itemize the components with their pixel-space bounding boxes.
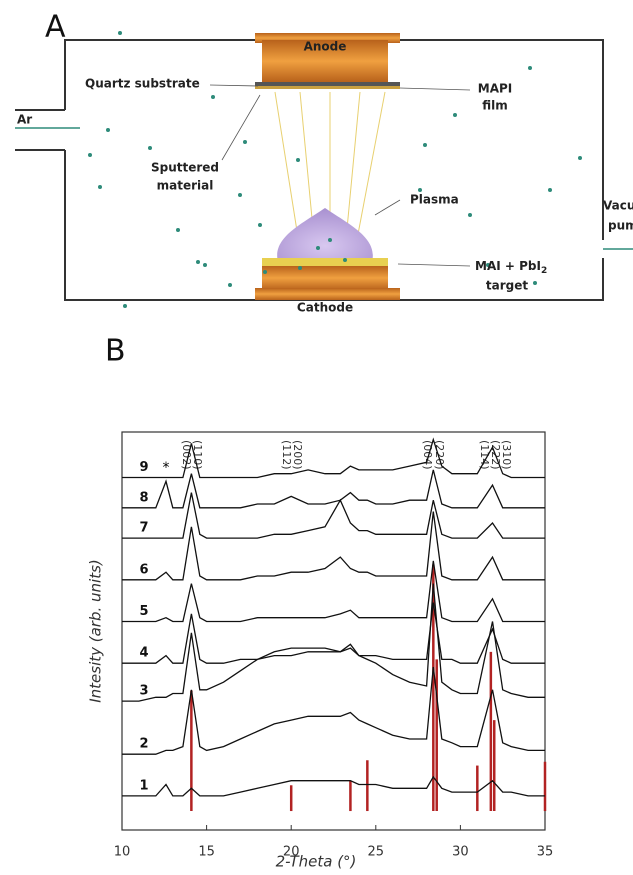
panel-label: A — [45, 10, 66, 45]
plot-frame — [121, 431, 546, 831]
target-label: target — [486, 279, 528, 293]
series-name: 7 — [139, 521, 148, 536]
trace — [122, 437, 545, 479]
sputtered-label: material — [157, 179, 214, 193]
x-tick-label: 30 — [452, 845, 469, 860]
film-label: MAPI — [478, 82, 513, 96]
panel-a: A Anode Cathode Quartz substrate MAPI fi… — [15, 10, 633, 315]
gas-label: Ar — [17, 113, 32, 127]
x-tick-label: 20 — [283, 845, 300, 860]
peak-label: (112) — [280, 440, 293, 470]
anode — [262, 40, 388, 82]
film-label: film — [482, 99, 508, 113]
trace — [122, 469, 545, 509]
gas-line — [15, 127, 633, 250]
peak-labels: (002) (110) (112) (200) (004) (220) (114… — [180, 440, 513, 470]
anode-plate — [255, 33, 400, 43]
x-tick-label: 25 — [368, 845, 385, 860]
cathode-plate — [255, 288, 400, 300]
pump-label: Vacuum — [603, 199, 633, 213]
series-name: 2 — [139, 737, 148, 752]
series-name: 5 — [139, 604, 148, 619]
subscript: 2 — [541, 266, 547, 276]
panel-label: B — [105, 334, 126, 369]
cathode-label: Cathode — [297, 301, 353, 315]
series-name: 8 — [139, 490, 148, 505]
plasma — [277, 208, 373, 262]
leaders — [209, 84, 471, 267]
target-label: MAI + PbI2 — [475, 259, 547, 276]
trace — [122, 492, 545, 539]
y-axis-label: Intesity (arb. units) — [87, 559, 105, 703]
cathode — [262, 266, 388, 290]
particles — [88, 31, 582, 308]
marker-label: * — [163, 460, 170, 476]
series-name: 6 — [139, 562, 148, 577]
substrate — [255, 82, 400, 86]
target-text: MAI + PbI — [475, 259, 541, 273]
quartz-label: Quartz substrate — [85, 77, 200, 91]
series-name: 9 — [139, 460, 148, 475]
peak-label: (114) — [478, 440, 491, 470]
trace — [122, 583, 545, 702]
trace — [122, 560, 545, 623]
trace — [122, 775, 545, 797]
peak-label: (310) — [500, 440, 513, 470]
trace — [122, 602, 545, 664]
sputtered-label: Sputtered — [151, 161, 219, 175]
peak-label: (200) — [291, 440, 304, 470]
trace — [122, 666, 545, 755]
plasma-label: Plasma — [410, 193, 459, 207]
trace — [122, 511, 545, 581]
x-tick-label: 35 — [537, 845, 554, 860]
x-tick-label: 10 — [114, 845, 131, 860]
peak-label: (110) — [191, 440, 204, 470]
series-name: 4 — [139, 646, 148, 661]
series-name: 1 — [139, 778, 148, 793]
pump-label: pump — [608, 219, 633, 233]
series-name: 3 — [139, 684, 148, 699]
film — [255, 86, 400, 89]
anode-label: Anode — [304, 40, 347, 54]
x-axis-label: 2-Theta (°) — [276, 853, 357, 871]
x-tick-label: 15 — [198, 845, 215, 860]
target — [262, 258, 388, 266]
